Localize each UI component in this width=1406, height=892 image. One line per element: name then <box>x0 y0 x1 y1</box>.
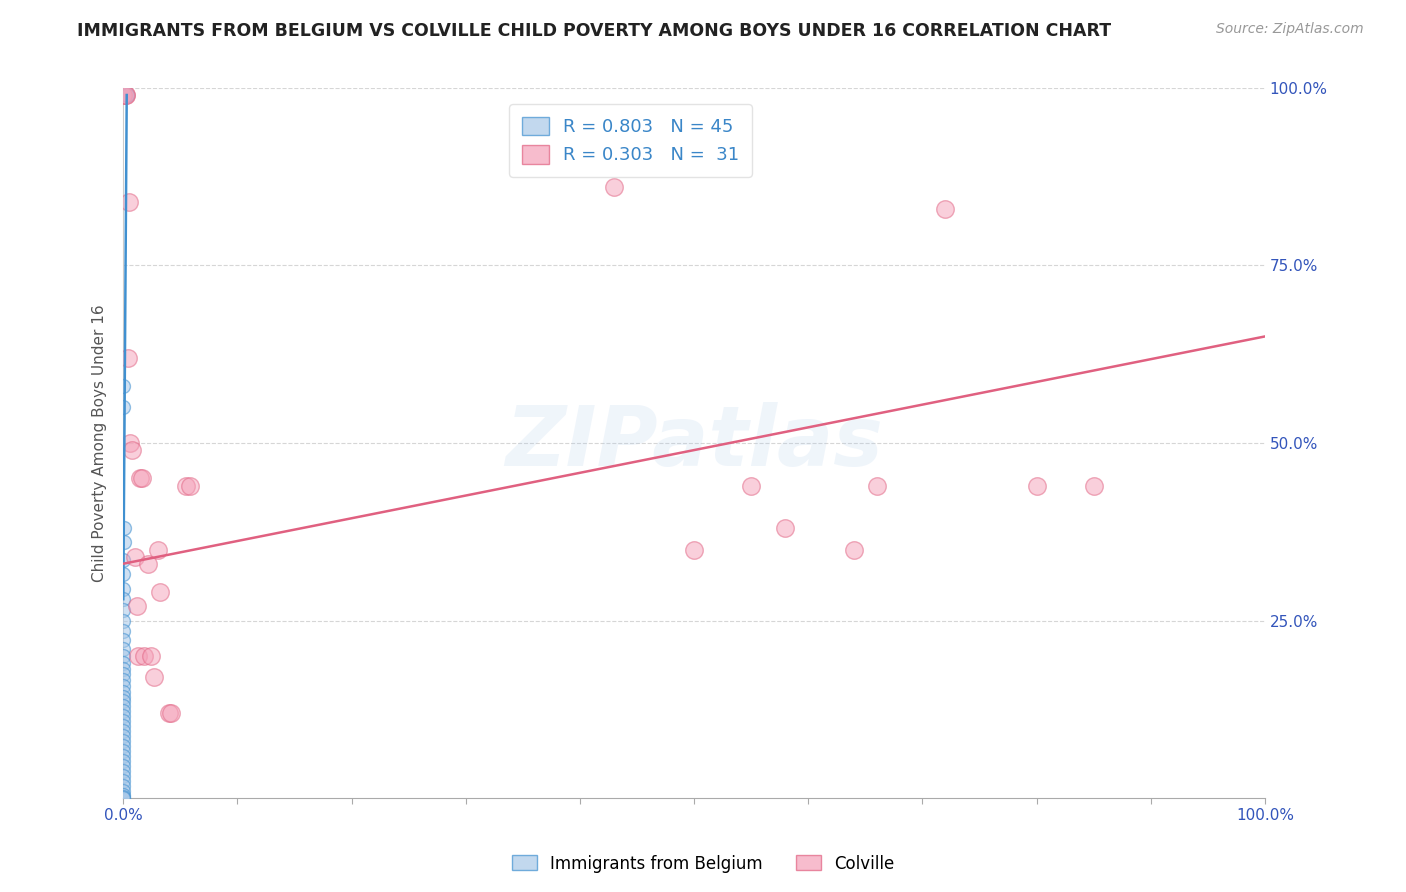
Legend: R = 0.803   N = 45, R = 0.303   N =  31: R = 0.803 N = 45, R = 0.303 N = 31 <box>509 104 752 177</box>
Point <box>112 754 135 768</box>
Point <box>112 759 135 773</box>
Point <box>120 436 142 450</box>
Point <box>132 648 155 663</box>
Point <box>112 641 135 656</box>
Point <box>866 478 889 492</box>
Point <box>114 88 136 103</box>
Point <box>112 401 135 415</box>
Point <box>115 88 138 103</box>
Point <box>112 789 135 804</box>
Point <box>114 88 136 103</box>
Point <box>112 749 135 764</box>
Point <box>112 788 135 802</box>
Point <box>157 706 180 720</box>
Point <box>112 699 135 714</box>
Point <box>1083 478 1105 492</box>
Point <box>112 624 135 639</box>
Point <box>174 478 197 492</box>
Point <box>112 769 135 783</box>
Point <box>112 690 135 704</box>
Point <box>149 585 172 599</box>
Point <box>115 88 138 103</box>
Point <box>146 542 169 557</box>
Point <box>112 714 135 729</box>
Point <box>112 764 135 778</box>
Point <box>131 471 153 485</box>
Point <box>112 667 135 681</box>
Point <box>118 194 141 209</box>
Point <box>934 202 956 216</box>
Point <box>740 478 762 492</box>
Point <box>112 734 135 748</box>
Point <box>121 443 143 458</box>
Point <box>842 542 865 557</box>
Point <box>112 744 135 758</box>
Point <box>112 633 135 648</box>
Point <box>112 705 135 719</box>
Point <box>112 739 135 754</box>
Point <box>112 521 135 535</box>
Point <box>112 603 135 617</box>
Point <box>112 779 135 793</box>
Point <box>112 535 135 549</box>
Point <box>139 648 162 663</box>
Point <box>125 599 148 614</box>
Point <box>112 774 135 789</box>
Point <box>112 791 135 805</box>
Point <box>1025 478 1047 492</box>
Point <box>112 582 135 596</box>
Point <box>683 542 706 557</box>
Legend: Immigrants from Belgium, Colville: Immigrants from Belgium, Colville <box>505 848 901 880</box>
Point <box>112 592 135 607</box>
Point <box>112 379 135 393</box>
Point <box>112 694 135 708</box>
Point <box>112 656 135 670</box>
Point <box>112 784 135 798</box>
Point <box>112 553 135 567</box>
Text: IMMIGRANTS FROM BELGIUM VS COLVILLE CHILD POVERTY AMONG BOYS UNDER 16 CORRELATIO: IMMIGRANTS FROM BELGIUM VS COLVILLE CHIL… <box>77 22 1112 40</box>
Point <box>112 724 135 739</box>
Point <box>143 670 166 684</box>
Point <box>775 521 797 535</box>
Point <box>112 729 135 743</box>
Point <box>112 88 135 103</box>
Point <box>112 614 135 628</box>
Point <box>112 662 135 676</box>
Text: ZIPatlas: ZIPatlas <box>505 402 883 483</box>
Text: Source: ZipAtlas.com: Source: ZipAtlas.com <box>1216 22 1364 37</box>
Point <box>179 478 201 492</box>
Point <box>603 180 626 194</box>
Point <box>127 648 149 663</box>
Point <box>112 567 135 582</box>
Point <box>112 719 135 733</box>
Y-axis label: Child Poverty Among Boys Under 16: Child Poverty Among Boys Under 16 <box>93 304 107 582</box>
Point <box>124 549 146 564</box>
Point <box>129 471 152 485</box>
Point <box>112 648 135 663</box>
Point <box>112 709 135 723</box>
Point <box>138 557 160 571</box>
Point <box>112 673 135 688</box>
Point <box>117 351 139 365</box>
Point <box>112 684 135 698</box>
Point <box>160 706 183 720</box>
Point <box>112 679 135 693</box>
